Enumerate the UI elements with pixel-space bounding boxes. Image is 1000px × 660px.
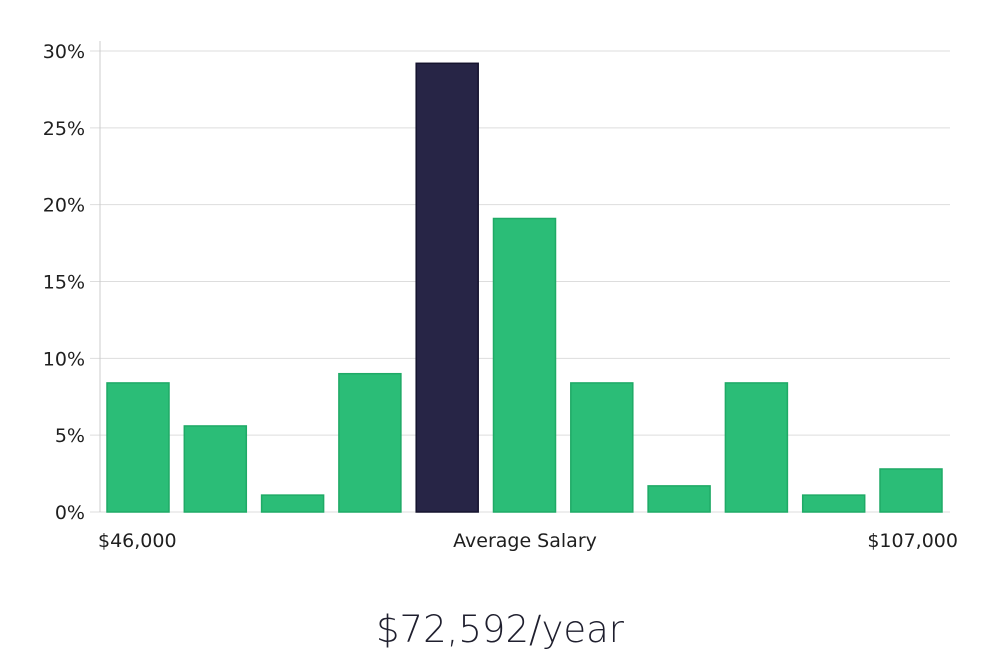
bar [724, 382, 789, 513]
y-tick-label: 25% [43, 118, 85, 140]
bar [106, 382, 170, 513]
bar [570, 382, 634, 513]
x-min-label: $46,000 [98, 530, 177, 552]
bar [183, 425, 248, 513]
bar [260, 494, 325, 513]
y-tick-label: 5% [55, 425, 85, 447]
average-salary-figure: $72,592/year [375, 608, 624, 651]
bar [492, 217, 557, 513]
bar-average-salary [415, 62, 479, 513]
bar [801, 494, 866, 513]
y-axis-ticks: 0% 5% 10% 15% 20% 25% 30% [43, 41, 85, 524]
y-tick-label: 30% [43, 41, 85, 63]
y-tick-label: 0% [55, 502, 85, 524]
salary-histogram-chart: 0% 5% 10% 15% 20% 25% 30% $46,000 Average Sala… [43, 41, 958, 552]
bar [338, 372, 402, 513]
y-tick-label: 20% [43, 195, 85, 217]
bar [647, 485, 711, 513]
x-axis-label: Average Salary [453, 530, 597, 552]
y-tick-label: 10% [43, 348, 85, 370]
bars [106, 62, 943, 513]
bar [879, 468, 943, 513]
x-max-label: $107,000 [867, 530, 958, 552]
y-tick-label: 15% [43, 272, 85, 294]
